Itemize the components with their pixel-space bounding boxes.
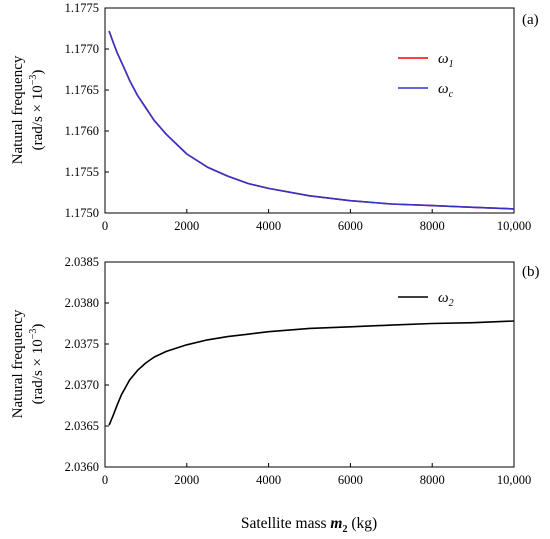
panel-b-legend: ω2 [398,290,454,309]
panel-a-ylabel: Natural frequency [10,55,26,164]
panel-b-xtick-label: 2000 [174,473,199,487]
panel-b-series-line-ω2 [108,320,515,426]
panel-a-series-line-ωc [108,30,515,210]
panel-a-ytick-label: 1.1765 [65,83,99,97]
panel-a-ylabel-end: ) [30,70,46,75]
panel-a-ytick-label: 1.1760 [65,124,99,138]
panel-a-xtick-label: 8000 [420,219,445,233]
panel-b-ylabel-exp: −3 [28,329,39,340]
panel-b-label: (b) [522,264,540,280]
panel-a-xtick-label: 6000 [338,219,363,233]
panel-b-x-axis: 0 2000 4000 6000 8000 10,000 [102,463,531,487]
panel-a-xtick-label: 10,000 [497,219,531,233]
panel-b-ytick-label: 2.0385 [65,255,99,269]
panel-b-ylabel-units: (rad/s × 10−3) [28,324,46,405]
panel-b: 2.0360 2.0365 2.0370 2.0375 2.0380 2.0385 0 20… [10,255,540,487]
x-axis-label: Satellite mass m2 (kg) [241,515,377,535]
panel-b-plot-area [104,261,515,468]
panel-b-xtick-label: 0 [102,473,108,487]
panel-b-ylabel-line1: Natural frequency [10,309,26,418]
panel-a-xtick-label: 4000 [256,219,281,233]
panel-b-xtick-label: 8000 [420,473,445,487]
panel-a-series-line-ω1 [108,30,515,210]
panel-a-ylabel-units: (rad/s × 10−3) [28,70,46,151]
panel-a-x-axis: 0 2000 4000 6000 8000 10,000 [102,209,531,233]
panel-a-ylabel-exp: −3 [28,75,39,86]
panel-b-ylabel-end: ) [30,324,46,329]
panel-b-ytick-label: 2.0380 [65,296,99,310]
panel-a: 1.1750 1.1755 1.1760 1.1765 1.1770 1.1775 0 20… [10,1,539,233]
panel-b-ylabel-line2: (rad/s × 10 [30,339,46,404]
panel-a-xtick-label: 0 [102,219,108,233]
panel-b-ytick-label: 2.0360 [65,460,99,474]
legend-label-omega-c: ωc [438,81,454,100]
panel-b-xtick-label: 10,000 [497,473,531,487]
panel-b-xtick-label: 4000 [256,473,281,487]
panel-b-ylabel: Natural frequency [10,309,26,418]
panel-b-ytick-label: 2.0370 [65,378,99,392]
panel-b-series [108,320,515,426]
panel-a-ylabel-line1: Natural frequency [10,55,26,164]
panel-b-ytick-label: 2.0365 [65,419,99,433]
panel-a-ytick-label: 1.1775 [65,1,99,15]
panel-b-ytick-label: 2.0375 [65,337,99,351]
panel-a-ylabel-line2: (rad/s × 10 [30,85,46,150]
legend-label-omega-1: ω1 [438,51,454,70]
panel-a-ytick-label: 1.1750 [65,206,99,220]
panel-a-xtick-label: 2000 [174,219,199,233]
panel-a-label: (a) [522,12,539,28]
legend-label-omega-2: ω2 [438,290,454,309]
panel-a-series [108,30,515,210]
panel-a-legend: ω1 ωc [398,51,454,100]
panel-a-y-axis: 1.1750 1.1755 1.1760 1.1765 1.1770 1.1775 [65,1,109,220]
panel-a-plot-area [104,7,515,214]
panel-b-xtick-label: 6000 [338,473,363,487]
panel-b-y-axis: 2.0360 2.0365 2.0370 2.0375 2.0380 2.0385 [65,255,109,474]
panel-a-ytick-label: 1.1755 [65,165,99,179]
panel-a-ytick-label: 1.1770 [65,42,99,56]
